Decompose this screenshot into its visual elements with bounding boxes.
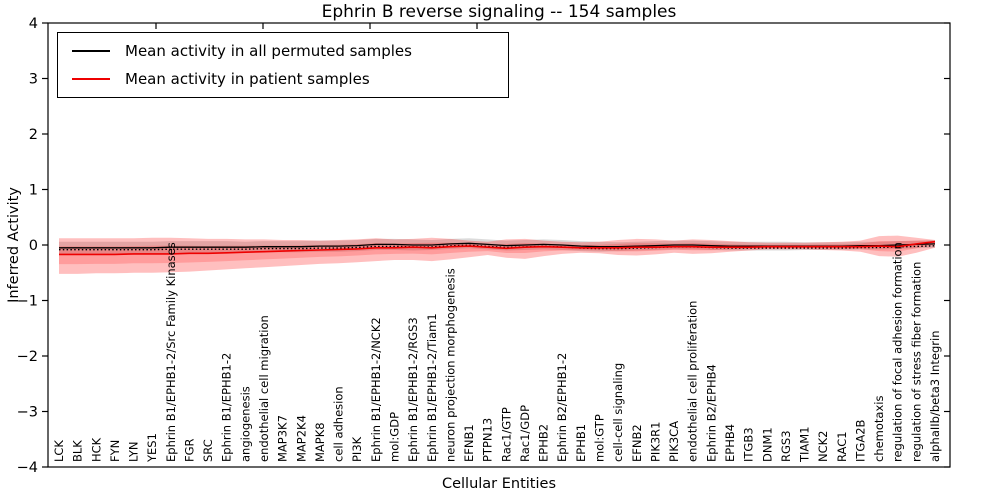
x-tick-label: ITGB3 [742, 427, 756, 462]
y-tick-label: 4 [29, 16, 38, 32]
x-tick-label: EPHB2 [537, 424, 551, 462]
y-tick-label: 2 [29, 127, 38, 143]
y-tick-label: −2 [17, 349, 38, 365]
x-tick-label: Ephrin B1/EPHB1-2/Src Family Kinases [164, 242, 178, 462]
x-tick-label: Rac1/GDP [518, 405, 532, 462]
chart-title: Ephrin B reverse signaling -- 154 sample… [321, 2, 677, 22]
x-tick-label: mol:GTP [593, 414, 607, 462]
x-tick-label: EPHB4 [723, 424, 737, 462]
x-tick-label: Ephrin B1/EPHB1-2/NCK2 [369, 317, 383, 462]
x-tick-label: Ephrin B1/EPHB1-2/Tiam1 [425, 313, 439, 462]
x-tick-label: PI3K [350, 436, 364, 462]
x-tick-label: cell adhesion [332, 386, 346, 462]
x-tick-label: MAP2K4 [294, 415, 308, 462]
x-tick-label: DNM1 [760, 427, 774, 462]
permuted-band [59, 238, 935, 254]
y-tick-label: −3 [17, 405, 38, 421]
x-tick-label: Ephrin B2/EPHB4 [704, 364, 718, 462]
y-axis-label: Inferred Activity [6, 187, 22, 303]
x-tick-label: FGR [183, 438, 197, 462]
x-tick-label: LYN [127, 441, 141, 462]
y-tick-label: 1 [29, 183, 38, 199]
x-tick-label: LCK [52, 440, 66, 462]
x-tick-label: regulation of focal adhesion formation [891, 242, 905, 462]
x-tick-label: endothelial cell proliferation [686, 301, 700, 462]
x-tick-label: PIK3R1 [648, 422, 662, 463]
x-tick-label: angiogenesis [238, 386, 252, 462]
x-tick-label: TIAM1 [798, 426, 812, 463]
x-tick-label: chemotaxis [872, 396, 886, 462]
legend-item-permuted: Mean activity in all permuted samples [72, 42, 508, 60]
x-tick-label: BLK [71, 440, 85, 462]
x-tick-label: Rac1/GTP [499, 407, 513, 462]
y-tick-label: −1 [17, 294, 38, 310]
y-tick-label: 0 [29, 238, 38, 254]
legend-label-permuted: Mean activity in all permuted samples [125, 42, 412, 61]
x-tick-label: EFNB1 [462, 424, 476, 462]
x-tick-label: RAC1 [835, 431, 849, 462]
x-tick-label: Ephrin B1/EPHB1-2/RGS3 [406, 317, 420, 462]
x-tick-label: neuron projection morphogenesis [443, 268, 457, 462]
patient-mean-line [59, 240, 936, 256]
x-tick-label: MAPK8 [313, 422, 327, 462]
x-tick-label: Ephrin B1/EPHB1-2 [220, 353, 234, 462]
x-tick-label: cell-cell signaling [611, 363, 625, 462]
x-tick-label: SRC [201, 439, 215, 462]
x-tick-label: regulation of stress fiber formation [909, 262, 923, 462]
y-tick-label: −4 [17, 460, 38, 476]
legend-line-black-icon [72, 50, 110, 53]
x-tick-label: ITGA2B [853, 419, 867, 462]
x-tick-label: mol:GDP [388, 412, 402, 462]
y-tick-label: 3 [29, 72, 38, 88]
legend-item-patient: Mean activity in patient samples [72, 70, 508, 88]
x-tick-label: RGS3 [779, 430, 793, 462]
x-tick-label: YES1 [145, 433, 159, 463]
x-tick-label: alphaIIb/beta3 Integrin [928, 330, 942, 462]
x-tick-label: EPHB1 [574, 424, 588, 462]
x-tick-label: PTPN13 [481, 418, 495, 462]
x-tick-label: endothelial cell migration [257, 315, 271, 462]
x-tick-label: FYN [108, 440, 122, 462]
x-axis-label: Cellular Entities [441, 476, 557, 492]
x-tick-label: PIK3CA [667, 421, 681, 462]
legend: Mean activity in all permuted samples Me… [57, 32, 509, 98]
x-tick-label: EFNB2 [630, 424, 644, 462]
x-tick-label: Ephrin B2/EPHB1-2 [555, 353, 569, 462]
x-tick-label: HCK [89, 437, 103, 462]
legend-line-red-icon [72, 77, 110, 80]
x-tick-label: NCK2 [816, 431, 830, 463]
legend-label-patient: Mean activity in patient samples [125, 69, 370, 88]
x-tick-label: MAP3K7 [276, 415, 290, 462]
